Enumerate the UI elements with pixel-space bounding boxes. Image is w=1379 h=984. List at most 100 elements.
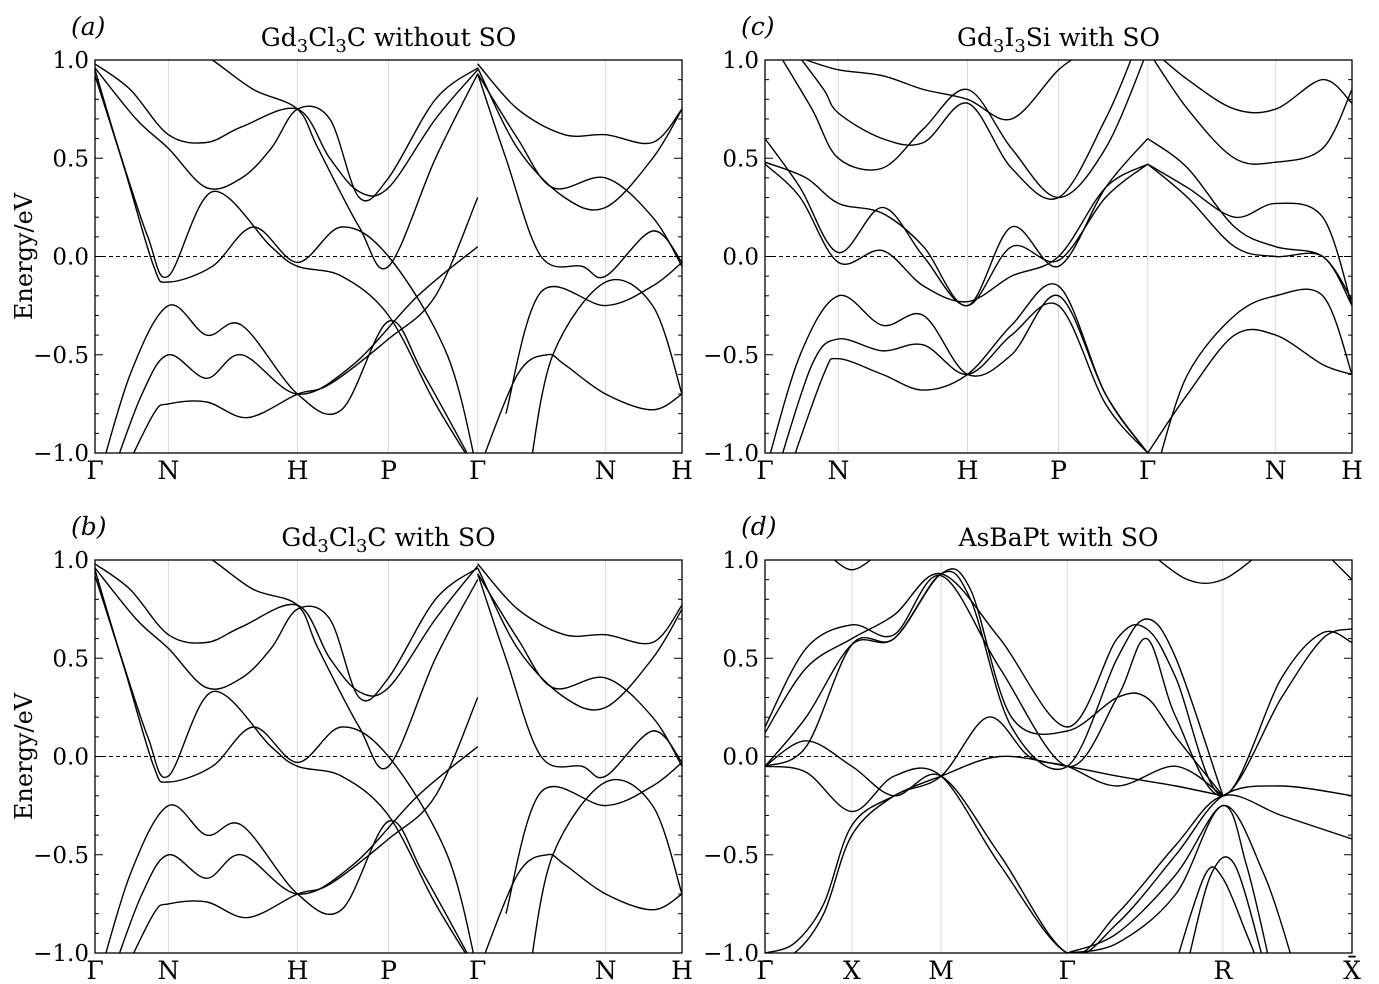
title-part: AsBaPt with SO <box>957 523 1158 552</box>
band-line <box>477 573 682 767</box>
x-tick-label: H <box>671 956 693 984</box>
band-line <box>800 60 1132 200</box>
band-line <box>484 853 682 953</box>
y-tick-label: 1.0 <box>52 48 89 74</box>
x-tick-label: Γ <box>469 456 486 485</box>
band-line <box>118 746 479 953</box>
band-line <box>477 63 682 145</box>
x-tick-label: N <box>157 456 179 485</box>
y-tick-label: 1.0 <box>52 548 89 574</box>
x-tick-label: N <box>595 456 617 485</box>
bands <box>765 60 1352 453</box>
band-line <box>794 283 1149 453</box>
panel-title: Gd3I3Si with SO <box>957 23 1160 57</box>
panel-label: (d) <box>741 512 777 541</box>
title-part: 3 <box>356 536 367 557</box>
y-axis-label: Energy/eV <box>10 692 38 820</box>
title-part: I <box>1004 23 1014 52</box>
bands <box>95 60 682 453</box>
band-line <box>1147 138 1352 301</box>
x-tick-label: Γ <box>1059 956 1076 984</box>
y-tick-label: 0.0 <box>52 245 89 271</box>
title-part: 3 <box>1014 36 1025 57</box>
title-part: C with SO <box>367 523 495 552</box>
y-tick-label: −1.0 <box>33 941 89 967</box>
x-tick-label: N <box>595 956 617 984</box>
x-tick-label: P <box>380 456 397 485</box>
y-tick-label: 1.0 <box>722 548 759 574</box>
panel-label: (c) <box>741 12 775 41</box>
x-tick-label: Γ <box>469 956 486 984</box>
y-tick-label: −0.5 <box>703 343 759 369</box>
panel-title: Gd3Cl3C with SO <box>281 523 495 557</box>
y-axis-label: Energy/eV <box>10 192 38 320</box>
x-tick-label: X <box>843 956 861 984</box>
band-line <box>95 69 467 453</box>
y-tick-label: 0.0 <box>52 745 89 771</box>
band-line <box>765 574 1352 797</box>
x-tick-label: N <box>1265 456 1287 485</box>
band-line <box>1178 866 1256 953</box>
y-tick-label: 0.5 <box>52 646 89 672</box>
y-tick-label: −1.0 <box>703 941 759 967</box>
y-tick-label: 0.5 <box>52 146 89 172</box>
title-part: Cl <box>329 523 356 552</box>
x-tick-label: M <box>928 956 954 984</box>
title-part: 3 <box>993 36 1004 57</box>
band-line <box>1162 60 1352 114</box>
title-part: C without SO <box>347 23 516 52</box>
band-line <box>1067 804 1291 953</box>
band-line <box>95 63 479 197</box>
band-line <box>211 60 479 270</box>
y-tick-label: −1.0 <box>33 441 89 467</box>
band-line <box>782 302 1149 453</box>
panel-b: 1.00.50.0−0.5−1.0Γ N H P Γ N H(b) Gd3Cl3C with … <box>10 512 693 984</box>
band-line <box>132 697 479 953</box>
band-line <box>95 75 475 453</box>
title-part: 3 <box>297 36 308 57</box>
x-tick-label: H <box>1341 456 1363 485</box>
x-tick-label: X̄ <box>1343 956 1361 984</box>
title-part: 3 <box>335 36 346 57</box>
band-line <box>211 560 479 770</box>
bands <box>765 560 1352 953</box>
x-tick-label: Γ̄ <box>756 956 773 984</box>
title-part: Si with SO <box>1026 23 1160 52</box>
panel-d: 1.0 0.5 0.0 −0.5 −1.0Γ̄ X M Γ R X̄ (d) AsBaPt with … <box>703 512 1361 984</box>
title-part: Cl <box>308 23 335 52</box>
band-line <box>484 353 682 453</box>
band-line <box>793 716 1224 953</box>
x-tick-label: N <box>827 456 849 485</box>
panel-label: (a) <box>71 12 105 41</box>
title-part: Gd <box>261 23 297 52</box>
band-line <box>95 567 479 702</box>
band-line <box>833 560 872 571</box>
y-tick-label: −0.5 <box>33 343 89 369</box>
band-line <box>118 246 479 453</box>
band-line <box>531 278 682 453</box>
band-line <box>769 294 1149 453</box>
band-line <box>505 761 682 914</box>
panel-title: Gd3Cl3C without SO <box>261 23 516 57</box>
band-line <box>1153 60 1352 165</box>
band-line <box>765 573 1352 797</box>
band-line <box>1147 163 1352 306</box>
x-tick-label: R <box>1213 956 1233 984</box>
band-line <box>531 778 682 953</box>
y-tick-label: 1.0 <box>722 48 759 74</box>
y-tick-label: −1.0 <box>703 441 759 467</box>
band-line <box>765 138 1149 307</box>
band-line <box>765 163 1149 303</box>
x-tick-label: H <box>287 956 309 984</box>
band-line <box>105 804 468 953</box>
band-line <box>477 67 682 211</box>
band-line <box>477 73 682 267</box>
title-part: Gd <box>957 23 993 52</box>
x-tick-label: Γ <box>756 456 773 485</box>
panel-title: AsBaPt with SO <box>957 523 1158 552</box>
x-tick-label: Γ <box>86 956 103 984</box>
y-tick-label: 0.0 <box>722 245 759 271</box>
band-line <box>1160 288 1352 453</box>
band-line <box>765 138 1149 307</box>
